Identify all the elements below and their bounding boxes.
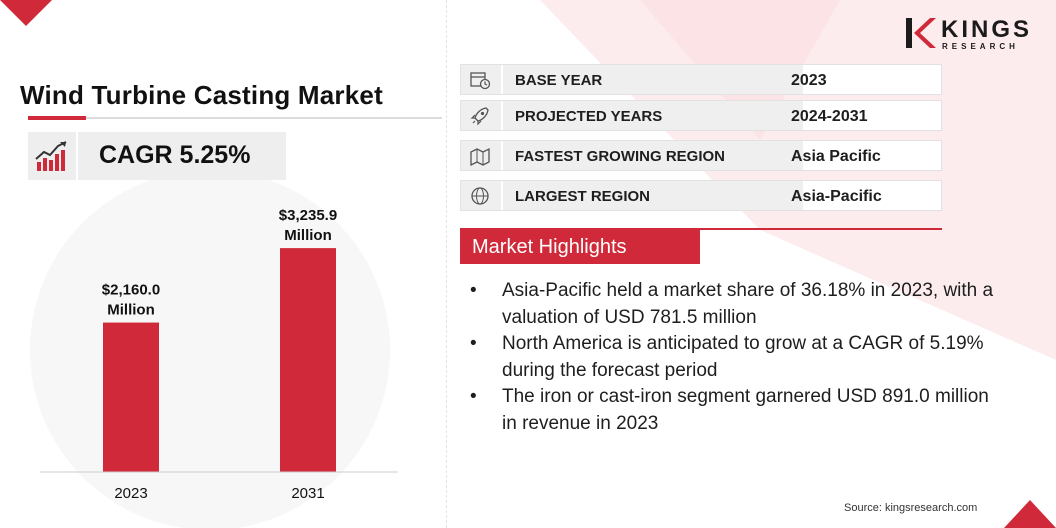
info-row-base-year: BASE YEAR 2023 bbox=[460, 64, 942, 95]
market-size-bar-chart: $2,160.0 Million 2023 $3,235.9 Million 2031 bbox=[40, 207, 398, 502]
bar-2023 bbox=[103, 322, 159, 472]
info-value: 2024-2031 bbox=[791, 108, 868, 125]
cagr-box bbox=[78, 132, 286, 180]
info-value: Asia-Pacific bbox=[791, 188, 882, 205]
globe-icon bbox=[471, 187, 489, 205]
highlight-item: The iron or cast-iron segment garnered U… bbox=[470, 384, 1000, 437]
kings-logo-mark bbox=[906, 18, 936, 48]
corner-accent-top-left bbox=[0, 0, 52, 26]
corner-accent-bottom-right bbox=[1004, 500, 1056, 528]
source-credit: Source: kingsresearch.com bbox=[844, 502, 978, 514]
cagr-value: CAGR 5.25% bbox=[99, 141, 251, 169]
logo-subtitle: RESEARCH bbox=[942, 42, 1019, 51]
x-tick-label-2023: 2023 bbox=[114, 485, 147, 502]
title-underline bbox=[28, 117, 442, 119]
info-label: PROJECTED YEARS bbox=[515, 108, 663, 125]
highlights-heading-box: Market Highlights bbox=[460, 230, 700, 264]
kings-research-logo: KINGS RESEARCH bbox=[904, 16, 1034, 52]
rocket-icon bbox=[470, 107, 489, 126]
bar-2031 bbox=[280, 248, 336, 472]
cagr-icon-box bbox=[28, 132, 76, 180]
title-underline-accent bbox=[28, 116, 86, 120]
info-label: BASE YEAR bbox=[515, 72, 603, 89]
highlight-item: Asia-Pacific held a market share of 36.1… bbox=[470, 278, 1000, 331]
info-row-projected-years: PROJECTED YEARS 2024-2031 bbox=[460, 100, 942, 131]
info-value: Asia Pacific bbox=[791, 148, 881, 165]
highlight-item: North America is anticipated to grow at … bbox=[470, 331, 1000, 384]
page-title: Wind Turbine Casting Market bbox=[20, 80, 383, 110]
info-row-fastest-growing-region: FASTEST GROWING REGION Asia Pacific bbox=[460, 140, 942, 171]
data-label-2023-line2: Million bbox=[107, 302, 155, 319]
info-label: FASTEST GROWING REGION bbox=[515, 148, 726, 165]
region-map-icon bbox=[470, 147, 490, 166]
data-label-2031-line2: Million bbox=[284, 227, 332, 244]
highlights-rule bbox=[460, 228, 942, 230]
logo-wordmark: KINGS bbox=[941, 16, 1033, 43]
data-label-2031-line1: $3,235.9 bbox=[279, 207, 337, 224]
info-row-largest-region: LARGEST REGION Asia-Pacific bbox=[460, 180, 942, 211]
info-value: 2023 bbox=[791, 72, 827, 89]
data-label-2023-line1: $2,160.0 bbox=[102, 282, 160, 299]
calendar-clock-icon bbox=[470, 72, 491, 90]
x-tick-label-2031: 2031 bbox=[291, 485, 324, 502]
info-label: LARGEST REGION bbox=[515, 188, 651, 205]
highlights-heading: Market Highlights bbox=[472, 236, 627, 258]
growth-chart-icon bbox=[35, 141, 67, 171]
highlights-list: Asia-Pacific held a market share of 36.1… bbox=[470, 278, 1000, 437]
section-divider bbox=[446, 0, 447, 528]
